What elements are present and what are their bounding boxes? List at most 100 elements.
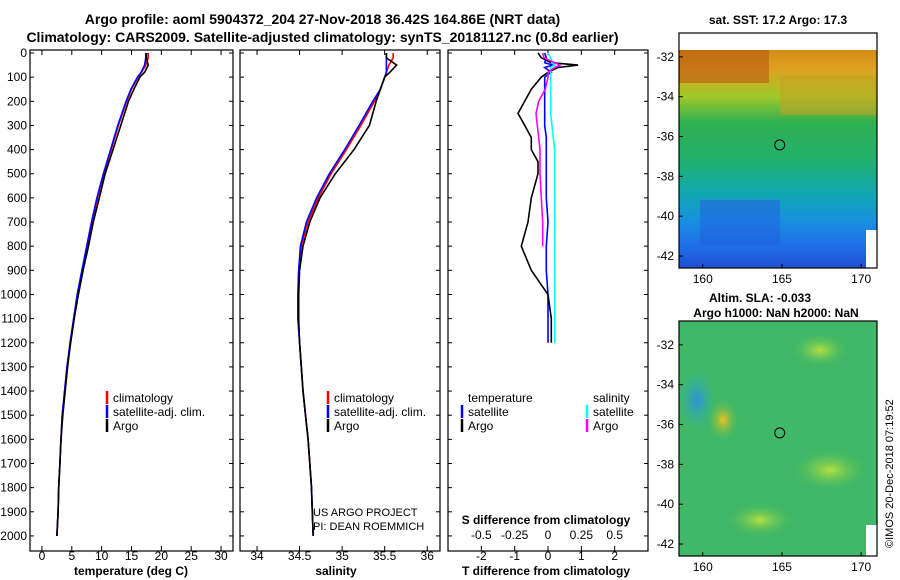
legend-temp-argo-label: Argo (468, 419, 494, 433)
depth-tick-label: 600 (7, 191, 27, 205)
temperature-legend: climatology satellite-adj. clim. Argo (105, 391, 205, 433)
depth-tick-label: 900 (7, 263, 27, 277)
depth-tick-label: 1900 (0, 505, 27, 519)
depth-tick-label: 100 (7, 70, 27, 84)
x-tick-label: 20 (155, 549, 169, 563)
map-y-tick-label: -36 (657, 130, 675, 144)
legend-temp-satellite-label: satellite (468, 405, 509, 419)
salinity-xlabel: salinity (315, 564, 357, 578)
map-y-tick-label: -36 (657, 418, 675, 432)
salinity-panel (239, 49, 441, 552)
s-tick-label: 0.25 (570, 528, 594, 542)
x-tick-label: -2 (476, 549, 487, 563)
s-tick-label: 0.5 (606, 528, 623, 542)
map-x-tick-label: 160 (693, 272, 713, 286)
title-line-2: Climatology: CARS2009. Satellite-adjuste… (26, 29, 619, 45)
difference-legend: temperature salinity satellite Argo sate… (460, 391, 634, 433)
map-y-tick-label: -40 (657, 209, 675, 223)
map-y-tick-label: -40 (657, 497, 675, 511)
depth-tick-label: 0 (20, 46, 27, 60)
temperature-chart: 0 5 10 15 20 25 30 (39, 50, 228, 563)
map-y-tick-label: -32 (657, 338, 675, 352)
legend-argo-label: Argo (113, 419, 139, 433)
series-line-satellite-adj-clim- (56, 53, 147, 536)
series-line-argo (297, 53, 398, 536)
map-x-tick-label: 160 (693, 560, 713, 574)
depth-tick-label: 200 (7, 94, 27, 108)
sla-light-patch-1 (790, 332, 850, 368)
sla-argo-position-marker (774, 427, 786, 439)
salinity-diff-xlabel: S difference from climatology (462, 513, 631, 527)
sst-map (679, 50, 877, 268)
depth-tick-label: 1500 (0, 408, 27, 422)
depth-tick-label: 1700 (0, 456, 27, 470)
x-tick-label: 0 (545, 549, 552, 563)
depth-tick-label: 1200 (0, 336, 27, 350)
depth-tick-label: 500 (7, 167, 27, 181)
series-line-temperature-satellite (542, 52, 556, 343)
sla-map (679, 321, 877, 556)
x-tick-label: 36 (421, 549, 435, 563)
depth-tick-label: 1100 (1, 312, 27, 326)
sst-cool-patch (700, 200, 780, 245)
x-tick-label: 2 (611, 549, 618, 563)
legend-argo-label: Argo (334, 419, 360, 433)
sst-argo-position-marker (774, 139, 786, 151)
series-line-argo (56, 53, 150, 536)
series-line-temperature-argo (517, 52, 579, 343)
credit-line-2: PI: DEAN ROEMMICH (313, 521, 424, 533)
series-line-salinity-argo (535, 52, 562, 247)
sla-map-title-1: Altim. SLA: -0.033 (709, 291, 811, 305)
sla-light-patch-3 (725, 502, 795, 538)
legend-satellite-label: satellite-adj. clim. (334, 405, 426, 419)
depth-tick-label: 1000 (0, 287, 27, 301)
salinity-legend: climatology satellite-adj. clim. Argo US… (313, 391, 426, 533)
map-x-tick-label: 165 (772, 560, 792, 574)
depth-tick-label: 400 (7, 143, 27, 157)
series-line-climatology (297, 53, 394, 536)
x-tick-label: 15 (125, 549, 139, 563)
s-tick-label: 0 (545, 528, 552, 542)
sst-map-axes: 160 165 170 -32 -34 -36 -38 -40 -42 (657, 50, 872, 286)
map-y-tick-label: -42 (657, 249, 675, 263)
x-tick-label: 25 (185, 549, 199, 563)
map-y-tick-label: -38 (657, 169, 675, 183)
sst-warm-band (780, 75, 877, 115)
x-tick-label: 34 (250, 549, 264, 563)
depth-tick-label: 1400 (0, 384, 27, 398)
sla-map-frame (678, 320, 878, 557)
credit-line-1: US ARGO PROJECT (313, 507, 418, 519)
title-line-1: Argo profile: aoml 5904372_204 27-Nov-20… (84, 11, 561, 27)
x-tick-label: -1 (509, 549, 520, 563)
difference-xlabel: T difference from climatology (462, 564, 630, 578)
salinity-chart: 34 34.5 35 35.5 36 (250, 50, 434, 563)
sla-light-patch-2 (790, 448, 870, 492)
map-x-tick-label: 170 (851, 560, 871, 574)
legend-temperature-title: temperature (468, 391, 533, 405)
legend-sal-argo-label: Argo (593, 419, 619, 433)
series-line-salinity-satellite (547, 52, 557, 343)
s-tick-label: -0.25 (501, 528, 529, 542)
depth-tick-label: 2000 (0, 529, 27, 543)
depth-axis: 0 100 200 300 400 500 600 700 800 900 1000 1100 1200… (0, 46, 648, 543)
temperature-panel (29, 49, 234, 552)
series-line-satellite-adj-clim- (297, 53, 388, 536)
sst-map-title: sat. SST: 17.2 Argo: 17.3 (709, 13, 848, 27)
imos-timestamp: ©IMOS 20-Dec-2018 07:19:52 (884, 399, 896, 548)
difference-chart: -2 -1 0 1 2 -0.5 -0.25 0 0.25 0.5 (471, 50, 623, 563)
x-tick-label: 34.5 (288, 549, 312, 563)
map-x-tick-label: 165 (772, 272, 792, 286)
legend-salinity-title: salinity (593, 391, 630, 405)
x-tick-label: 35 (335, 549, 349, 563)
depth-tick-label: 300 (7, 118, 27, 132)
depth-tick-label: 1800 (0, 481, 27, 495)
depth-tick-label: 1600 (0, 432, 27, 446)
sst-map-frame (678, 32, 878, 269)
legend-satellite-label: satellite-adj. clim. (113, 405, 205, 419)
legend-climatology-label: climatology (113, 391, 173, 405)
legend-climatology-label: climatology (334, 391, 394, 405)
x-tick-label: 5 (68, 549, 75, 563)
sla-map-title-2: Argo h1000: NaN h2000: NaN (693, 306, 858, 320)
x-tick-label: 30 (214, 549, 228, 563)
